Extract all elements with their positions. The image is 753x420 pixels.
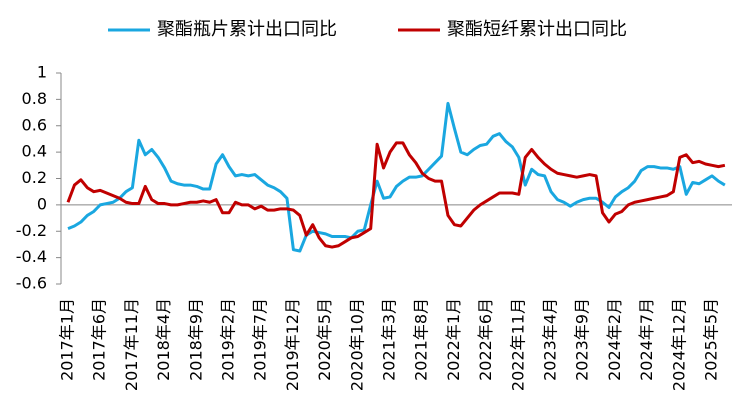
y-tick-label: -0.6	[16, 274, 47, 293]
series-line	[66, 141, 726, 249]
y-tick-label: -0.2	[16, 221, 47, 240]
x-tick-label: 2022年1月	[444, 298, 463, 381]
x-tick-label: 2019年12月	[283, 298, 302, 391]
y-tick-label: 0.4	[22, 142, 47, 161]
x-tick-label: 2019年7月	[251, 298, 270, 381]
x-tick-label: 2017年1月	[58, 298, 77, 381]
legend-label: 聚酯短纤累计出口同比	[447, 19, 627, 40]
x-tick-label: 2020年10月	[347, 298, 366, 391]
y-tick-label: 0.6	[22, 115, 47, 134]
x-tick-label: 2019年2月	[219, 298, 238, 381]
legend-label: 聚酯瓶片累计出口同比	[157, 19, 337, 40]
x-tick-label: 2023年4月	[541, 298, 560, 381]
y-tick-label: 0.2	[22, 168, 47, 187]
x-tick-label: 2024年12月	[669, 298, 688, 391]
x-tick-label: 2025年5月	[702, 298, 721, 381]
x-tick-label: 2024年2月	[605, 298, 624, 381]
y-tick-label: -0.4	[16, 247, 47, 266]
x-tick-label: 2021年8月	[412, 298, 431, 381]
x-tick-label: 2017年6月	[90, 298, 109, 381]
y-tick-label: 1	[37, 63, 47, 82]
series-line	[67, 101, 726, 253]
x-tick-label: 2017年11月	[122, 298, 141, 391]
x-tick-label: 2018年4月	[154, 298, 173, 381]
y-tick-label: 0	[37, 194, 47, 213]
x-tick-label: 2020年5月	[315, 298, 334, 381]
x-tick-label: 2018年9月	[186, 298, 205, 381]
x-tick-label: 2022年11月	[508, 298, 527, 391]
x-tick-label: 2022年6月	[476, 298, 495, 381]
y-tick-label: 0.8	[22, 89, 47, 108]
x-tick-label: 2024年7月	[637, 298, 656, 381]
x-tick-label: 2021年3月	[380, 298, 399, 381]
x-tick-label: 2023年9月	[573, 298, 592, 381]
